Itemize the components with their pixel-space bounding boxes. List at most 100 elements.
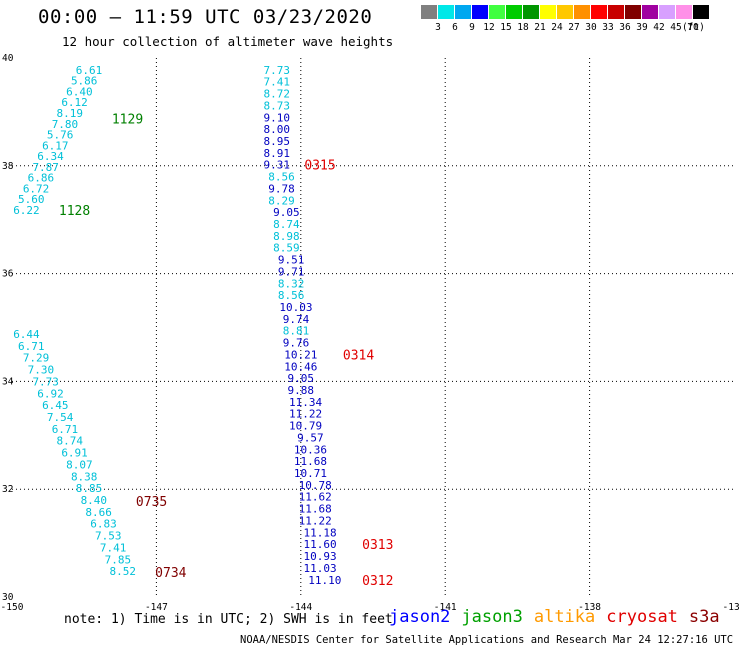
credit-line: NOAA/NESDIS Center for Satellite Applica…	[240, 634, 740, 646]
swh-value: 6.12	[61, 96, 88, 109]
swh-value: 8.91	[263, 147, 290, 160]
swh-value: 6.34	[37, 150, 64, 163]
legend-jason3: jason3	[461, 607, 523, 627]
swh-value: 5.60	[18, 193, 45, 206]
swh-value: 7.41	[263, 76, 290, 89]
swh-value: 7.54	[47, 411, 74, 424]
swh-value: 8.00	[263, 123, 290, 136]
swh-value: 7.30	[28, 364, 55, 377]
swh-value: 9.71	[278, 265, 305, 278]
swh-value: 6.83	[90, 518, 117, 531]
swh-value: 7.80	[52, 118, 79, 131]
lon-tick-label: -138	[578, 602, 601, 613]
swh-value: 8.81	[283, 325, 310, 338]
pass-time-label: 0313	[362, 538, 393, 553]
scale-swatch	[421, 5, 437, 19]
swh-value: 6.45	[42, 399, 69, 412]
scale-label: 70	[687, 22, 699, 33]
scale-swatch	[557, 5, 573, 19]
scale-swatch	[523, 5, 539, 19]
swh-value: 6.22	[13, 204, 40, 217]
swh-value: 9.05	[273, 206, 300, 219]
scale-swatch	[489, 5, 505, 19]
swh-value: 11.10	[308, 574, 341, 587]
swh-value: 11.68	[294, 455, 327, 468]
scale-label: 45	[670, 22, 682, 33]
swh-value: 8.74	[273, 218, 300, 231]
swh-value: 10.46	[284, 360, 317, 373]
pass-time-label: 1129	[112, 112, 143, 127]
swh-value: 8.72	[263, 88, 290, 101]
swh-value: 8.85	[76, 482, 103, 495]
swh-value: 5.86	[71, 75, 98, 88]
scale-swatch	[659, 5, 675, 19]
units-note: note: 1) Time is in UTC; 2) SWH is in fe…	[64, 612, 393, 627]
scale-label: 30	[585, 22, 597, 33]
scale-swatch	[625, 5, 641, 19]
swh-value: 6.44	[13, 328, 40, 341]
legend-cryosat: cryosat	[606, 607, 678, 627]
swh-value: 7.73	[32, 375, 59, 388]
swh-value: 9.31	[263, 159, 290, 172]
swh-value: 8.59	[273, 242, 300, 255]
swh-value: 11.60	[303, 538, 336, 551]
scale-label: 42	[653, 22, 665, 33]
swh-value: 11.68	[299, 503, 332, 516]
swh-value: 10.03	[279, 301, 312, 314]
swh-value: 8.52	[109, 565, 136, 578]
swh-value: 8.19	[57, 107, 84, 120]
scale-swatch	[693, 5, 709, 19]
swh-value: 8.95	[263, 135, 290, 148]
swh-value: 6.86	[28, 172, 55, 185]
swh-value: 11.03	[303, 562, 336, 575]
swh-value: 8.29	[268, 194, 295, 207]
lat-tick-label: 38	[2, 161, 14, 172]
pass-time-label: 1128	[59, 204, 90, 219]
scale-label: 36	[619, 22, 631, 33]
lon-tick-label: -135	[723, 602, 740, 613]
swh-value: 9.05	[288, 372, 315, 385]
scale-swatch	[506, 5, 522, 19]
swh-value: 6.40	[66, 85, 93, 98]
swh-value: 6.61	[76, 64, 103, 77]
pass-time-label: 0735	[136, 495, 167, 510]
swh-value: 9.57	[297, 431, 324, 444]
scale-swatch	[438, 5, 454, 19]
swh-value: 9.74	[283, 313, 310, 326]
swh-value: 7.53	[95, 530, 122, 543]
scale-swatch	[472, 5, 488, 19]
swh-value: 11.22	[299, 514, 332, 527]
scale-swatch	[540, 5, 556, 19]
lat-tick-label: 36	[2, 269, 14, 280]
swh-value: 8.32	[278, 277, 305, 290]
swh-value: 9.10	[263, 111, 290, 124]
scale-label: 24	[551, 22, 563, 33]
swh-value: 10.93	[303, 550, 336, 563]
swh-value: 8.07	[66, 458, 93, 471]
swh-value: 8.73	[263, 99, 290, 112]
swh-value: 8.56	[278, 289, 305, 302]
lat-tick-label: 34	[2, 376, 14, 387]
swh-value: 10.78	[299, 479, 332, 492]
legend-altika: altika	[533, 607, 596, 627]
swh-value: 8.56	[268, 171, 295, 184]
swh-value: 8.40	[81, 494, 108, 507]
swh-value: 8.98	[273, 230, 300, 243]
swh-value: 7.41	[100, 541, 127, 554]
scale-label: 6	[452, 22, 458, 33]
scale-label: 21	[534, 22, 546, 33]
pass-time-label: 0734	[155, 566, 186, 581]
swh-value: 8.66	[85, 506, 112, 519]
pass-time-label: 0312	[362, 574, 393, 589]
lat-tick-label: 40	[2, 53, 14, 64]
swh-value: 9.51	[278, 254, 305, 267]
pass-time-label: 0314	[343, 348, 374, 363]
swh-value: 6.17	[42, 139, 69, 152]
swh-value: 6.91	[61, 447, 88, 460]
scale-label: 3	[435, 22, 441, 33]
scale-swatch	[676, 5, 692, 19]
swh-value: 9.76	[283, 337, 310, 350]
lon-tick-label: -144	[289, 602, 312, 613]
scale-swatch	[574, 5, 590, 19]
